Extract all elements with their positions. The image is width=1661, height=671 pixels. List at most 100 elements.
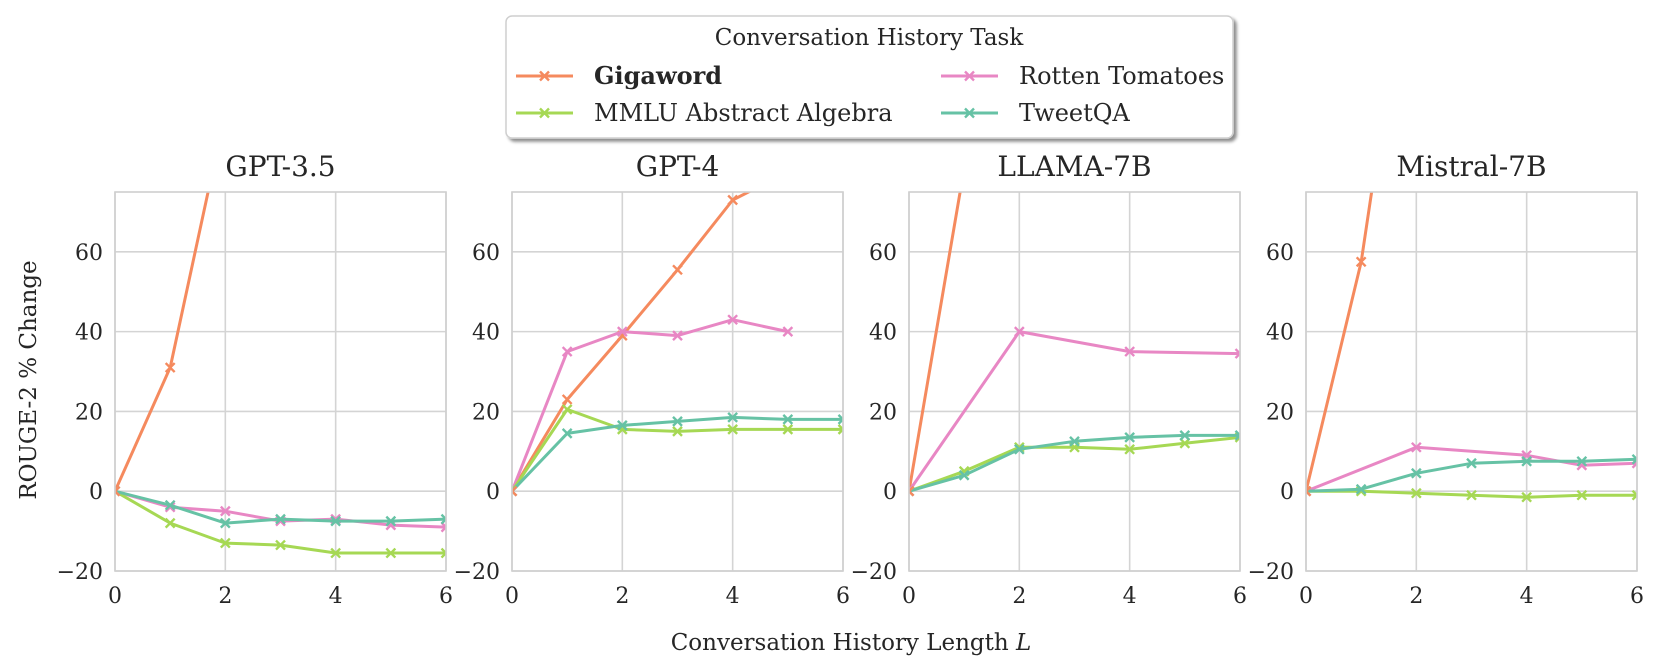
x-tick-label: 6 bbox=[836, 584, 850, 609]
panel-title: GPT-3.5 bbox=[225, 150, 335, 183]
data-point-tweetqa bbox=[1521, 455, 1533, 467]
y-tick-label: 60 bbox=[1266, 241, 1294, 266]
series-line-gigaword bbox=[512, 192, 752, 493]
data-point-rotten-tomatoes bbox=[672, 330, 683, 341]
data-point-gigaword bbox=[909, 485, 915, 497]
x-tick-label: 2 bbox=[1012, 584, 1026, 609]
legend: Conversation History Task Gigaword Rotten… bbox=[505, 15, 1234, 139]
plot-frame bbox=[114, 191, 447, 572]
x-tick-label: 4 bbox=[1520, 584, 1534, 609]
legend-entry-rotten-tomatoes: Rotten Tomatoes bbox=[941, 62, 1224, 90]
y-tick-label: 60 bbox=[472, 241, 500, 266]
data-point-mmlu-abstract-algebra bbox=[782, 424, 794, 435]
legend-box bbox=[505, 15, 1234, 139]
data-point-gigaword bbox=[561, 394, 573, 405]
x-tick-label: 6 bbox=[1630, 584, 1644, 609]
panel-title: LLAMA-7B bbox=[997, 150, 1151, 183]
data-point-rotten-tomatoes bbox=[782, 326, 794, 337]
data-point-rotten-tomatoes bbox=[1410, 441, 1422, 453]
data-point-tweetqa bbox=[275, 513, 286, 525]
y-tick-label: 0 bbox=[486, 480, 500, 505]
plot-frame bbox=[1305, 191, 1638, 572]
data-point-tweetqa bbox=[330, 515, 342, 527]
data-point-tweetqa bbox=[837, 414, 843, 425]
data-point-rotten-tomatoes bbox=[616, 326, 628, 337]
data-point-tweetqa bbox=[1069, 435, 1080, 447]
data-point-mmlu-abstract-algebra bbox=[1576, 489, 1588, 501]
x-tick-label: 6 bbox=[439, 584, 453, 609]
series-line-mmlu-abstract-algebra bbox=[909, 435, 1240, 493]
data-point-mmlu-abstract-algebra bbox=[1521, 491, 1533, 503]
y-tick-label: 0 bbox=[883, 480, 897, 505]
data-point-rotten-tomatoes bbox=[219, 505, 231, 517]
data-point-tweetqa bbox=[616, 420, 628, 431]
legend-label-rotten-tomatoes: Rotten Tomatoes bbox=[1019, 62, 1224, 90]
x-tick-label: 0 bbox=[108, 584, 122, 609]
legend-marker-mmlu-abstract-algebra bbox=[539, 107, 550, 119]
legend-marker-gigaword bbox=[539, 70, 550, 82]
series-line-rotten-tomatoes bbox=[512, 318, 790, 493]
data-point-tweetqa bbox=[1410, 467, 1422, 479]
data-point-mmlu-abstract-algebra bbox=[1466, 489, 1477, 501]
x-tick-label: 2 bbox=[1409, 584, 1423, 609]
series-line-rotten-tomatoes bbox=[1306, 445, 1637, 493]
y-tick-label: 40 bbox=[869, 321, 897, 346]
data-point-mmlu-abstract-algebra bbox=[1124, 443, 1136, 455]
data-point-rotten-tomatoes bbox=[1234, 348, 1240, 359]
y-tick-label: 40 bbox=[75, 321, 103, 346]
x-tick-label: 0 bbox=[505, 584, 519, 609]
data-point-mmlu-abstract-algebra bbox=[440, 547, 446, 559]
y-tick-label: 40 bbox=[472, 321, 500, 346]
data-point-gigaword bbox=[727, 194, 739, 206]
data-point-mmlu-abstract-algebra bbox=[385, 547, 397, 559]
x-tick-label: 2 bbox=[218, 584, 232, 609]
y-tick-label: −20 bbox=[851, 560, 897, 585]
data-point-mmlu-abstract-algebra bbox=[561, 404, 573, 415]
legend-label-tweetqa: TweetQA bbox=[1019, 99, 1130, 127]
legend-label-gigaword: Gigaword bbox=[594, 61, 722, 90]
data-point-tweetqa bbox=[440, 513, 446, 525]
data-point-rotten-tomatoes bbox=[440, 521, 446, 533]
plot-frame bbox=[511, 191, 844, 572]
x-tick-label: 4 bbox=[1123, 584, 1137, 609]
data-point-tweetqa bbox=[1013, 443, 1025, 455]
panel-title: Mistral-7B bbox=[1396, 150, 1546, 183]
data-point-tweetqa bbox=[561, 428, 573, 439]
data-point-tweetqa bbox=[1355, 483, 1367, 495]
y-tick-label: 20 bbox=[869, 400, 897, 425]
y-tick-label: 60 bbox=[75, 241, 103, 266]
legend-title: Conversation History Task bbox=[715, 25, 1025, 51]
data-point-mmlu-abstract-algebra bbox=[275, 539, 286, 551]
y-tick-label: 20 bbox=[1266, 400, 1294, 425]
data-point-gigaword bbox=[960, 164, 969, 173]
y-tick-label: 20 bbox=[75, 400, 103, 425]
series-line-gigaword bbox=[1306, 192, 1374, 493]
data-point-tweetqa bbox=[672, 416, 683, 427]
y-tick-label: −20 bbox=[1248, 560, 1294, 585]
x-tick-label: 4 bbox=[329, 584, 343, 609]
data-point-gigaword bbox=[115, 485, 121, 497]
x-tick-label: 4 bbox=[726, 584, 740, 609]
data-point-mmlu-abstract-algebra bbox=[1410, 487, 1422, 499]
x-tick-label: 0 bbox=[1299, 584, 1313, 609]
data-point-tweetqa bbox=[1124, 432, 1136, 443]
data-point-mmlu-abstract-algebra bbox=[219, 537, 231, 549]
data-point-gigaword bbox=[672, 264, 683, 276]
y-tick-label: 20 bbox=[472, 400, 500, 425]
data-point-gigaword bbox=[783, 168, 792, 177]
data-point-rotten-tomatoes bbox=[1124, 346, 1136, 357]
legend-marker-rotten-tomatoes bbox=[964, 70, 975, 82]
data-point-gigaword bbox=[1355, 256, 1367, 268]
series-line-gigaword bbox=[115, 192, 210, 493]
panel-title: GPT-4 bbox=[636, 150, 720, 183]
legend-entry-gigaword: Gigaword bbox=[516, 61, 722, 90]
data-point-rotten-tomatoes bbox=[561, 346, 573, 357]
data-point-mmlu-abstract-algebra bbox=[727, 424, 739, 435]
data-point-gigaword bbox=[1306, 485, 1312, 497]
series-line-gigaword bbox=[909, 192, 962, 493]
